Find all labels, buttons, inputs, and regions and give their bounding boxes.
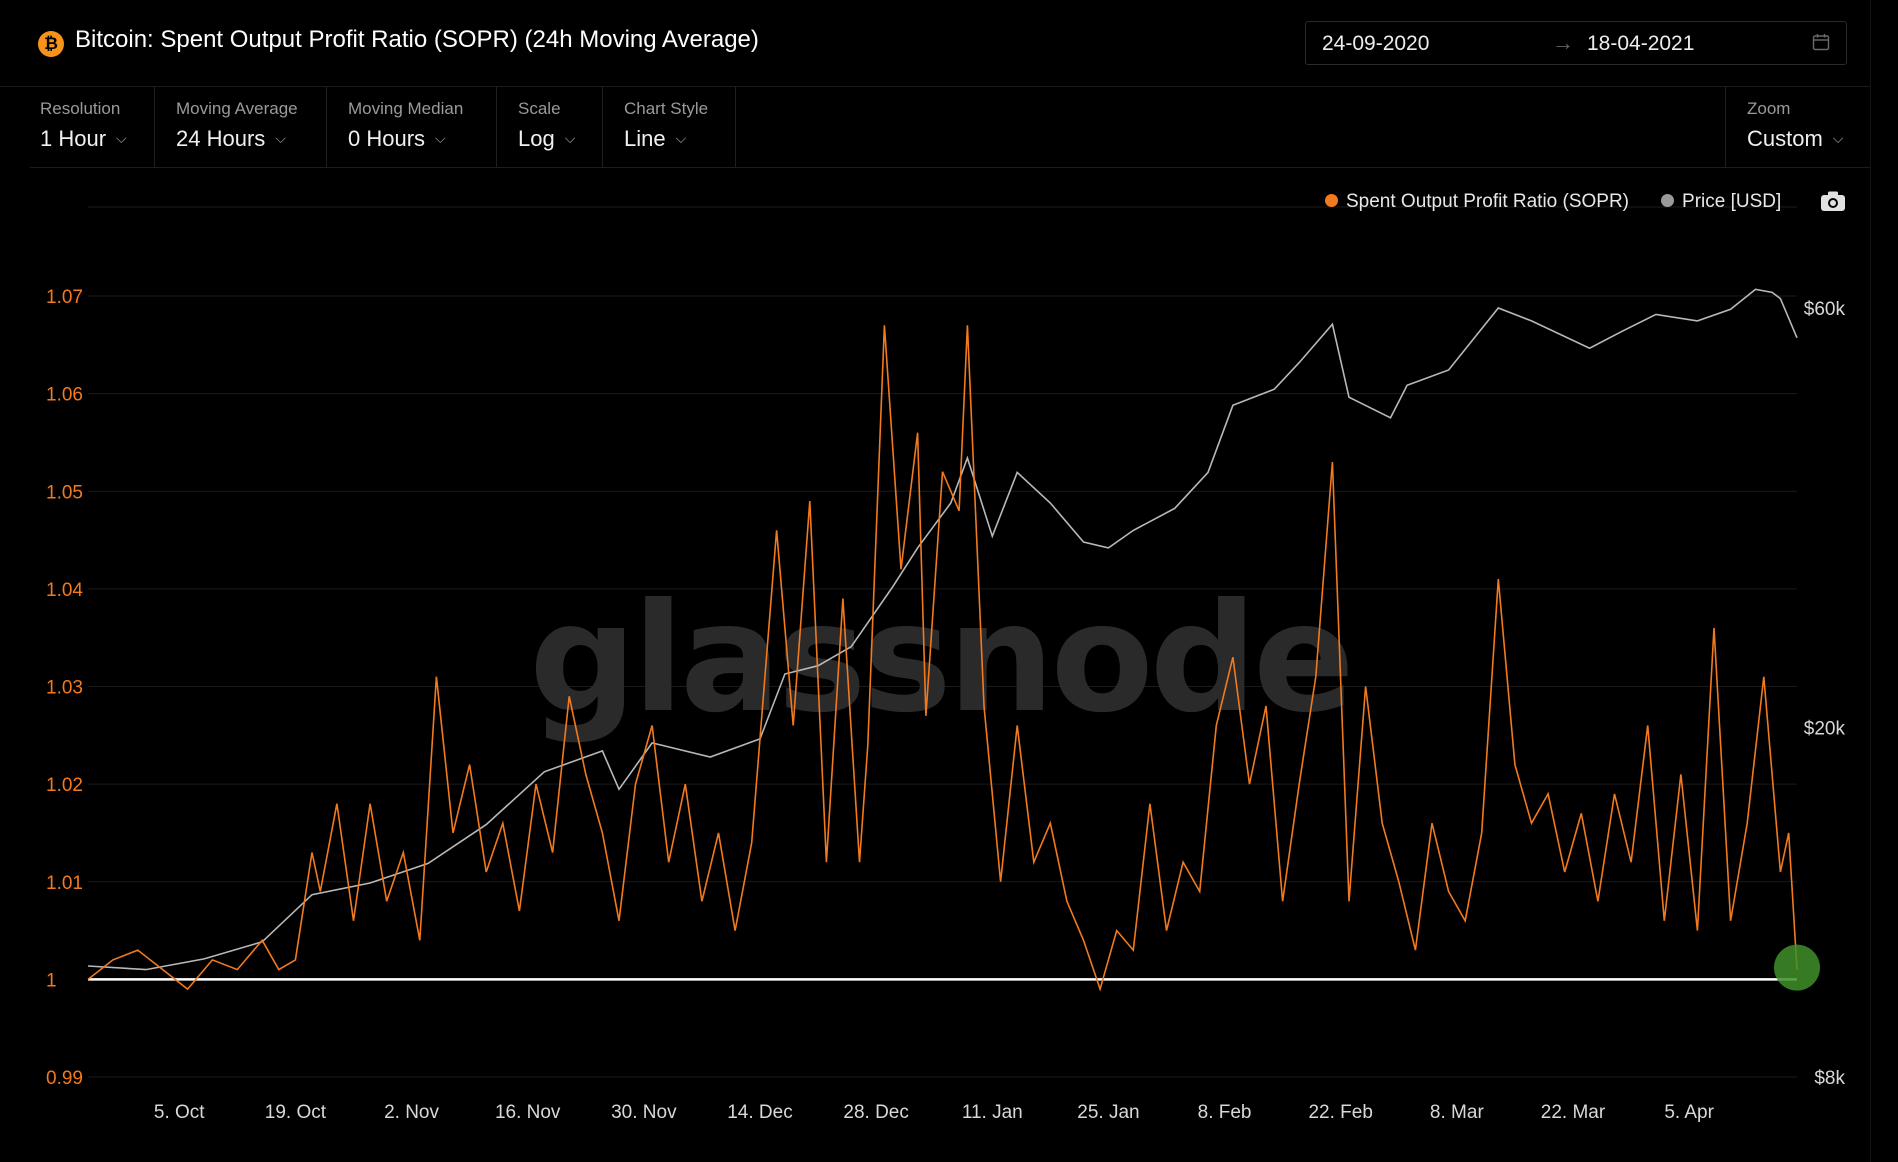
y-tick-label: 1.01	[46, 873, 83, 894]
moving-median-dropdown[interactable]: Moving Median 0 Hours ⌵	[327, 87, 497, 167]
date-axis: 5. Oct 19. Oct 2. Nov 16. Nov 30. Nov 14. Dec…	[154, 1102, 1715, 1123]
chart-style-dropdown[interactable]: Chart Style Line ⌵	[603, 87, 736, 167]
chart-toolbar: Resolution 1 Hour ⌵ Moving Average 24 Hou…	[30, 87, 1870, 168]
x-tick-label: 14. Dec	[727, 1102, 792, 1123]
chart-legend: Spent Output Profit Ratio (SOPR) Price [U…	[1325, 191, 1813, 213]
moving-average-value: 24 Hours	[176, 126, 266, 151]
legend-label-price: Price [USD]	[1682, 191, 1782, 212]
y-tick-label: 1.06	[46, 385, 83, 406]
x-tick-label: 30. Nov	[611, 1102, 677, 1123]
moving-median-label: Moving Median	[348, 99, 464, 118]
chevron-down-icon: ⌵	[1832, 130, 1844, 146]
x-tick-label: 25. Jan	[1077, 1102, 1139, 1123]
y-tick-label: 1.02	[46, 775, 83, 796]
chevron-down-icon: ⌵	[675, 130, 687, 146]
x-tick-label: 5. Apr	[1664, 1102, 1714, 1123]
chevron-down-icon: ⌵	[116, 130, 127, 146]
chart-style-value: Line	[624, 126, 666, 151]
scale-label: Scale	[518, 99, 561, 118]
sopr-series-line	[87, 325, 1798, 992]
date-to-input[interactable]: 18-04-2021	[1587, 32, 1695, 55]
glassnode-watermark: glassnode	[529, 572, 1351, 746]
chart-header: ₿ Bitcoin: Spent Output Profit Ratio (SO…	[0, 0, 1870, 87]
x-tick-label: 8. Feb	[1198, 1102, 1252, 1123]
scale-dropdown[interactable]: Scale Log ⌵	[497, 87, 603, 167]
chevron-down-icon: ⌵	[275, 130, 286, 146]
x-tick-label: 2. Nov	[384, 1102, 439, 1123]
y-tick-label: 1.07	[46, 287, 83, 308]
price-tick-label: $60k	[1804, 299, 1846, 320]
x-tick-label: 11. Jan	[962, 1102, 1023, 1123]
moving-average-label: Moving Average	[176, 99, 298, 118]
resolution-dropdown[interactable]: Resolution 1 Hour ⌵	[30, 87, 155, 167]
date-range-picker[interactable]: 24-09-2020 → 18-04-2021	[1305, 21, 1847, 65]
scale-value: Log	[518, 126, 555, 151]
x-tick-label: 28. Dec	[843, 1102, 908, 1123]
chevron-down-icon: ⌵	[564, 130, 576, 146]
zoom-label: Zoom	[1747, 99, 1791, 118]
legend-label-sopr: Spent Output Profit Ratio (SOPR)	[1346, 191, 1630, 212]
resolution-label: Resolution	[40, 99, 121, 118]
x-tick-label: 19. Oct	[265, 1102, 327, 1123]
calendar-icon[interactable]	[1812, 33, 1830, 51]
x-tick-label: 22. Feb	[1308, 1102, 1372, 1123]
chart-title: Bitcoin: Spent Output Profit Ratio (SOPR…	[75, 26, 759, 53]
legend-dot-price	[1661, 194, 1675, 207]
x-tick-label: 5. Oct	[154, 1102, 205, 1123]
y-tick-label: 1	[46, 970, 57, 991]
chart-style-label: Chart Style	[624, 99, 709, 118]
scrollbar-track[interactable]	[1870, 0, 1898, 1162]
y-tick-label: 0.99	[46, 1068, 83, 1089]
price-tick-label: $20k	[1804, 718, 1846, 739]
price-series-line	[87, 288, 1798, 971]
price-tick-label: $8k	[1814, 1068, 1845, 1089]
chevron-down-icon: ⌵	[435, 130, 446, 146]
camera-icon[interactable]	[1820, 190, 1846, 212]
legend-item-sopr[interactable]: Spent Output Profit Ratio (SOPR)	[1325, 191, 1629, 213]
sopr-highlight-marker	[1774, 944, 1820, 991]
sopr-axis: 0.99 1 1.01 1.02 1.03 1.04 1.05 1.06 1.07	[46, 287, 83, 1089]
bitcoin-icon: ₿	[38, 31, 64, 57]
arrow-right-icon: →	[1552, 30, 1574, 55]
price-axis: $8k $20k $60k	[1804, 299, 1846, 1089]
moving-average-dropdown[interactable]: Moving Average 24 Hours ⌵	[155, 87, 327, 167]
x-tick-label: 16. Nov	[495, 1102, 561, 1123]
y-tick-label: 1.04	[46, 580, 83, 601]
x-tick-label: 8. Mar	[1430, 1102, 1485, 1123]
zoom-value: Custom	[1747, 126, 1823, 151]
y-tick-label: 1.03	[46, 678, 83, 699]
legend-dot-sopr	[1325, 194, 1338, 207]
zoom-dropdown[interactable]: Zoom Custom ⌵	[1725, 87, 1871, 167]
resolution-value: 1 Hour	[40, 126, 107, 151]
x-tick-label: 22. Mar	[1541, 1102, 1606, 1123]
y-tick-label: 1.05	[46, 482, 83, 503]
legend-item-price[interactable]: Price [USD]	[1661, 191, 1781, 213]
moving-median-value: 0 Hours	[348, 126, 426, 151]
date-from-input[interactable]: 24-09-2020	[1322, 32, 1430, 55]
